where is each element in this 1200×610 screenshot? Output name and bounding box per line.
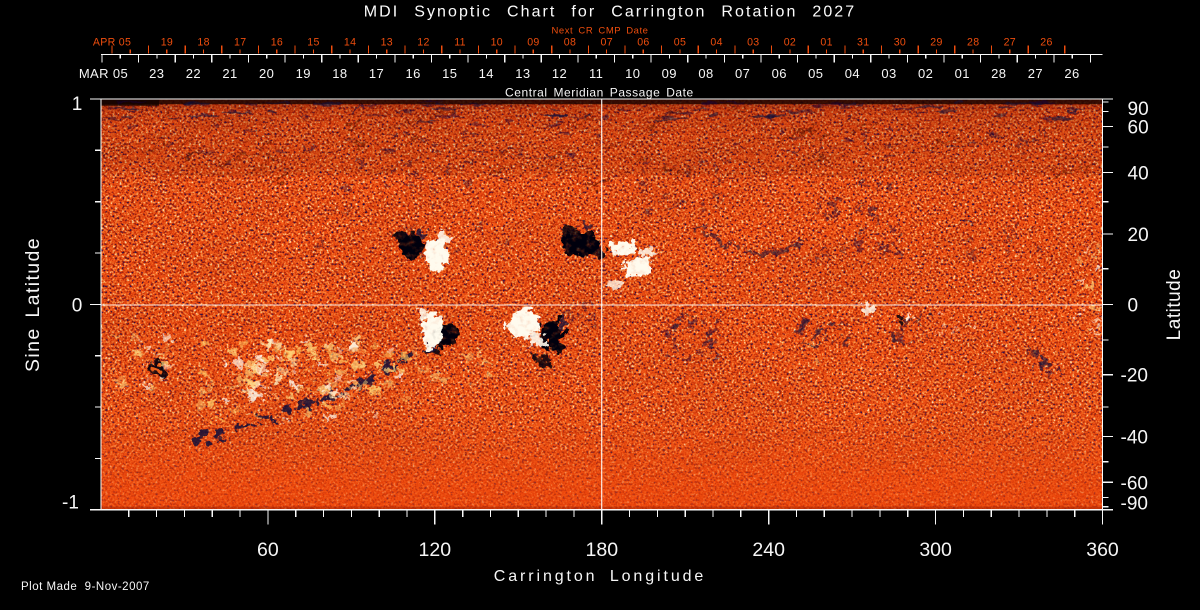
svg-text:28: 28 xyxy=(991,66,1006,81)
svg-text:-40: -40 xyxy=(1121,427,1148,448)
svg-text:31: 31 xyxy=(857,37,869,49)
svg-text:Sine Latitude: Sine Latitude xyxy=(22,237,44,372)
svg-text:01: 01 xyxy=(955,66,970,81)
svg-text:01: 01 xyxy=(820,37,832,49)
svg-text:02: 02 xyxy=(784,37,796,49)
svg-text:30: 30 xyxy=(894,37,906,49)
svg-text:07: 07 xyxy=(735,66,750,81)
svg-text:13: 13 xyxy=(515,66,530,81)
svg-text:10: 10 xyxy=(491,37,503,49)
svg-text:29: 29 xyxy=(930,37,942,49)
svg-text:MAR 05: MAR 05 xyxy=(79,66,128,81)
svg-text:12: 12 xyxy=(417,37,429,49)
svg-text:07: 07 xyxy=(601,37,613,49)
svg-text:APR 05: APR 05 xyxy=(93,37,131,49)
svg-text:09: 09 xyxy=(527,37,539,49)
svg-text:02: 02 xyxy=(918,66,933,81)
svg-text:09: 09 xyxy=(662,66,677,81)
svg-text:20: 20 xyxy=(1128,225,1149,246)
svg-text:08: 08 xyxy=(698,66,713,81)
svg-text:-90: -90 xyxy=(1121,493,1148,514)
svg-text:Central Meridian Passage Date: Central Meridian Passage Date xyxy=(505,86,694,100)
svg-text:MDI Synoptic Chart for Carring: MDI Synoptic Chart for Carrington Rotati… xyxy=(364,4,856,21)
svg-text:120: 120 xyxy=(419,539,452,561)
svg-text:360: 360 xyxy=(1086,539,1119,561)
svg-text:90: 90 xyxy=(1128,99,1149,120)
svg-text:15: 15 xyxy=(442,66,457,81)
svg-text:28: 28 xyxy=(967,37,979,49)
svg-text:26: 26 xyxy=(1064,66,1079,81)
svg-text:240: 240 xyxy=(752,539,785,561)
svg-text:-60: -60 xyxy=(1121,473,1148,494)
svg-text:18: 18 xyxy=(332,66,347,81)
svg-text:04: 04 xyxy=(710,37,722,49)
svg-text:Plot Made 9-Nov-2007: Plot Made 9-Nov-2007 xyxy=(21,581,150,593)
svg-text:180: 180 xyxy=(586,539,619,561)
svg-text:06: 06 xyxy=(772,66,787,81)
svg-text:-20: -20 xyxy=(1121,366,1148,387)
svg-text:14: 14 xyxy=(344,37,356,49)
svg-text:60: 60 xyxy=(1128,118,1149,139)
svg-text:1: 1 xyxy=(72,94,83,115)
svg-text:05: 05 xyxy=(674,37,686,49)
svg-text:21: 21 xyxy=(222,66,237,81)
svg-text:-1: -1 xyxy=(62,492,79,513)
svg-text:Latitude: Latitude xyxy=(1164,269,1185,341)
svg-text:04: 04 xyxy=(845,66,860,81)
svg-text:16: 16 xyxy=(271,37,283,49)
svg-text:08: 08 xyxy=(564,37,576,49)
svg-text:11: 11 xyxy=(589,66,603,81)
svg-text:05: 05 xyxy=(808,66,823,81)
svg-text:10: 10 xyxy=(625,66,640,81)
svg-text:27: 27 xyxy=(1004,37,1016,49)
svg-text:17: 17 xyxy=(369,66,384,81)
svg-text:19: 19 xyxy=(161,37,173,49)
svg-text:20: 20 xyxy=(259,66,274,81)
svg-text:300: 300 xyxy=(919,539,952,561)
svg-text:06: 06 xyxy=(637,37,649,49)
svg-text:0: 0 xyxy=(72,295,83,316)
svg-text:03: 03 xyxy=(881,66,896,81)
svg-text:22: 22 xyxy=(186,66,201,81)
svg-text:11: 11 xyxy=(454,37,466,49)
svg-text:18: 18 xyxy=(197,37,209,49)
svg-text:19: 19 xyxy=(296,66,311,81)
svg-text:13: 13 xyxy=(381,37,393,49)
svg-text:12: 12 xyxy=(552,66,567,81)
svg-text:26: 26 xyxy=(1040,37,1052,49)
svg-text:17: 17 xyxy=(234,37,246,49)
svg-text:60: 60 xyxy=(257,539,279,561)
svg-text:0: 0 xyxy=(1128,295,1139,316)
svg-text:16: 16 xyxy=(405,66,420,81)
svg-text:Carrington Longitude: Carrington Longitude xyxy=(494,568,706,585)
svg-text:23: 23 xyxy=(149,66,164,81)
svg-text:40: 40 xyxy=(1128,163,1149,184)
svg-text:Next CR CMP Date: Next CR CMP Date xyxy=(552,26,649,37)
svg-text:03: 03 xyxy=(747,37,759,49)
svg-text:27: 27 xyxy=(1028,66,1043,81)
svg-text:14: 14 xyxy=(479,66,494,81)
svg-text:15: 15 xyxy=(307,37,319,49)
